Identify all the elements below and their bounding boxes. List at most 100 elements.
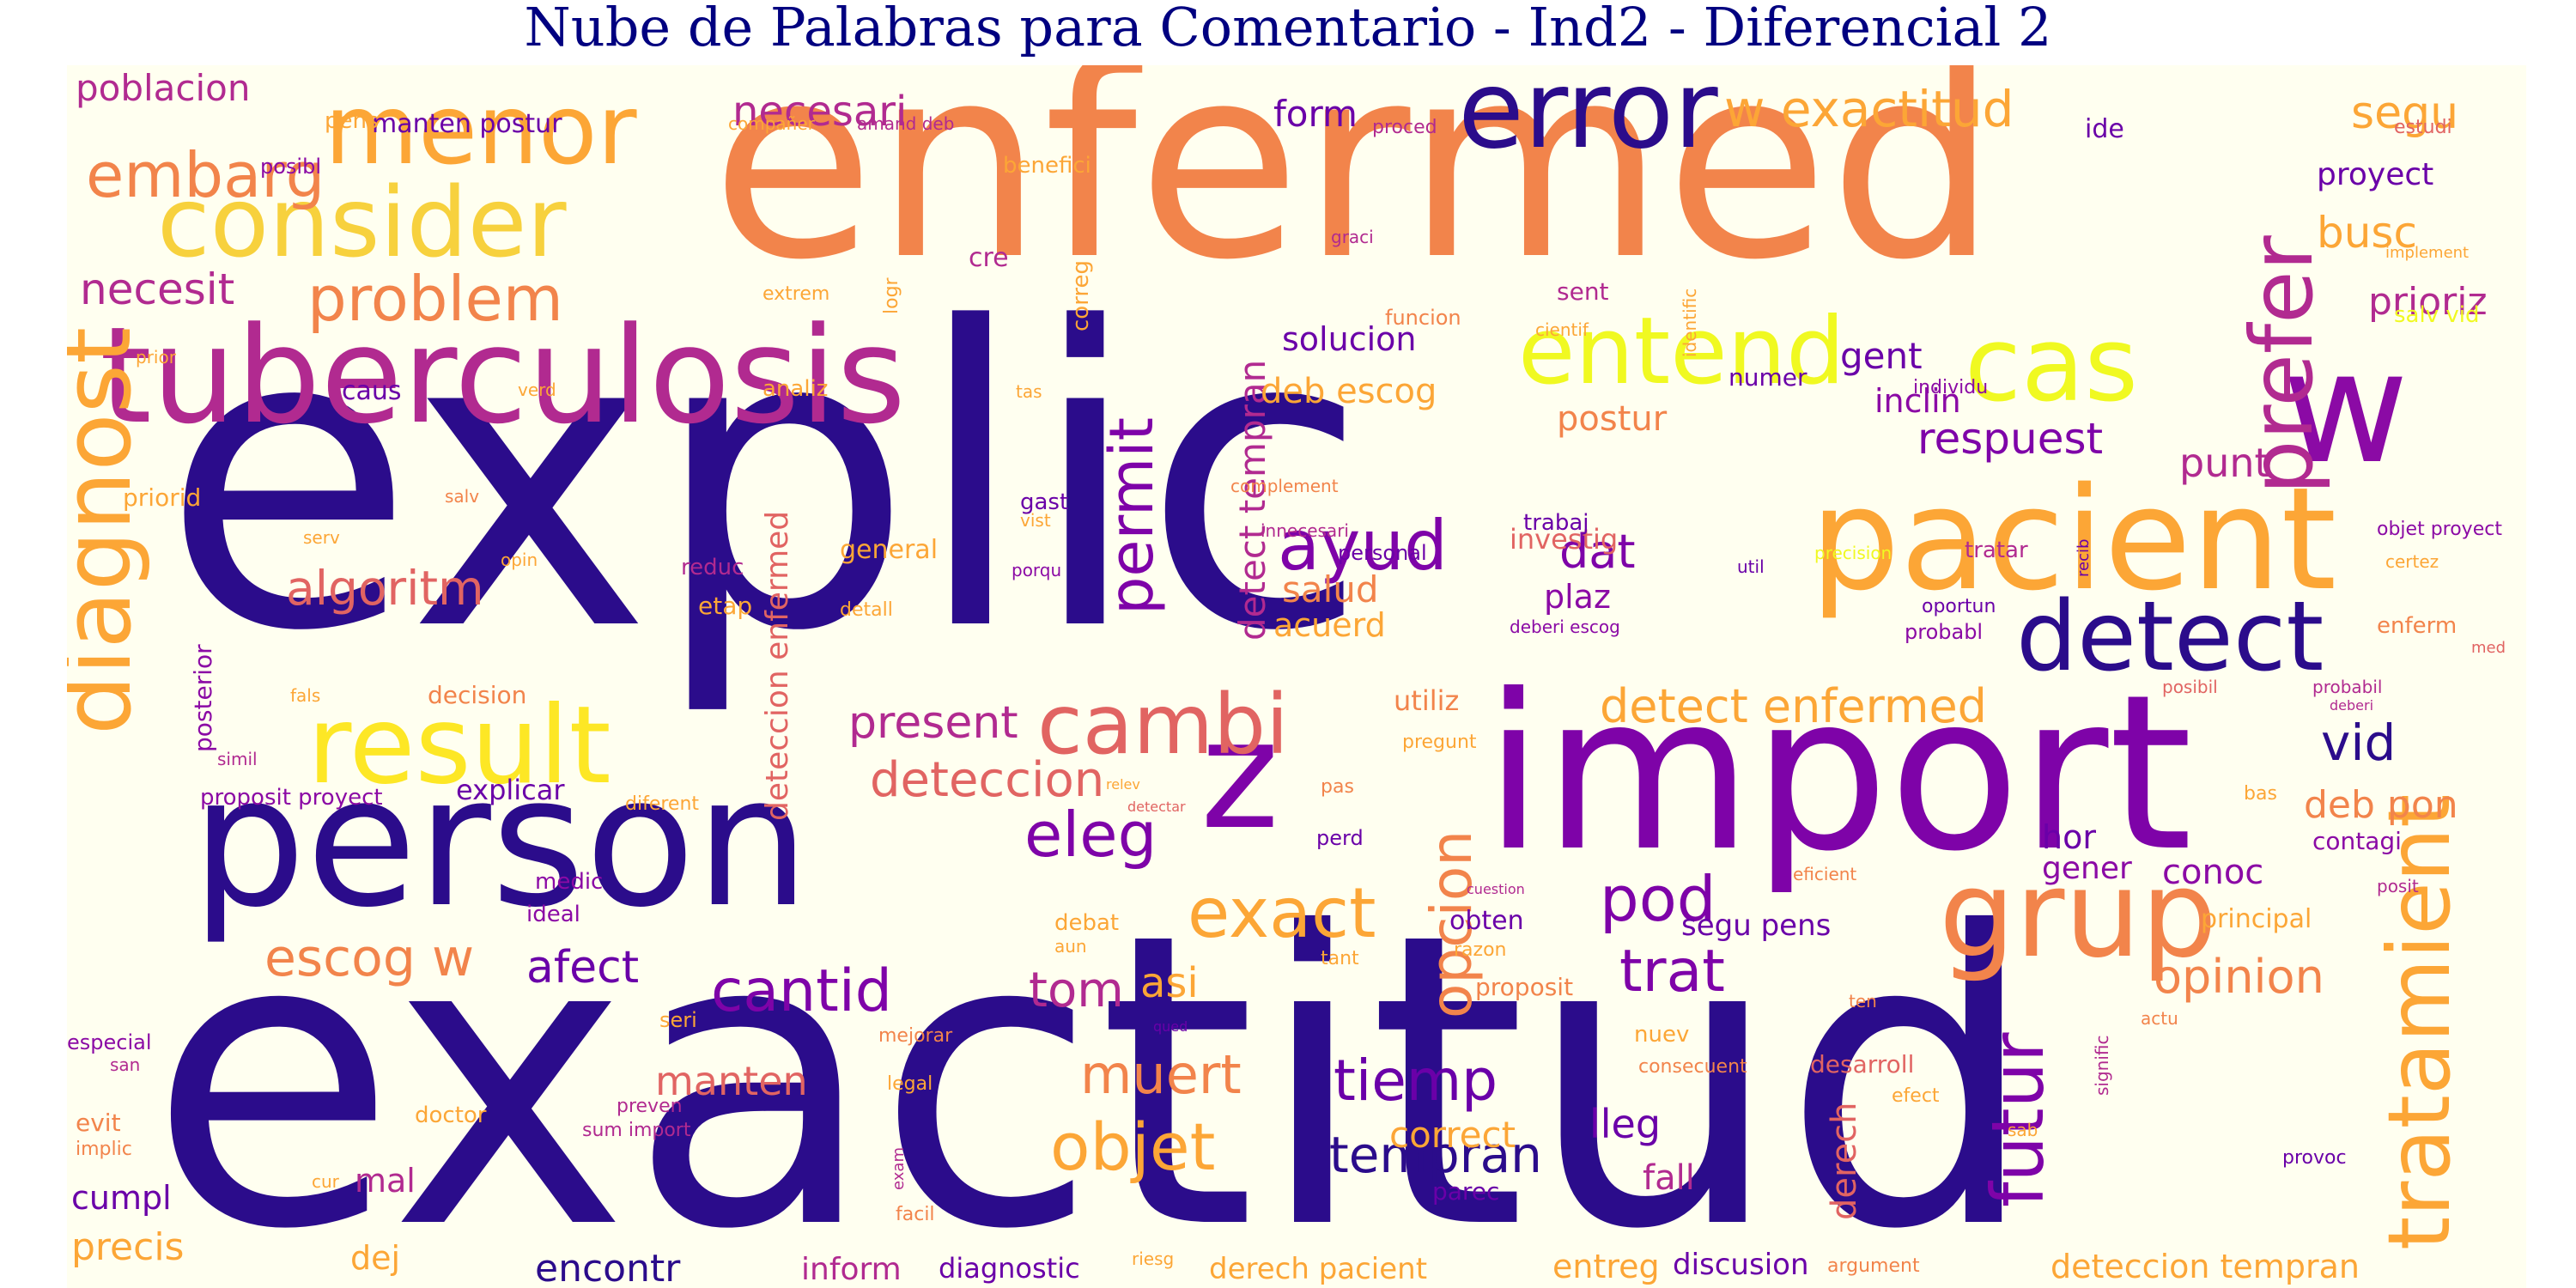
word-serv: serv bbox=[303, 527, 340, 548]
word-signific: signific bbox=[2092, 1035, 2112, 1097]
word-solucion: solucion bbox=[1282, 320, 1417, 358]
word-discusion: discusion bbox=[1673, 1248, 1809, 1282]
word-diagnost: diagnost bbox=[67, 326, 152, 735]
word-oportun: oportun bbox=[1922, 596, 1996, 617]
word-embarg: embarg bbox=[86, 139, 325, 211]
word-form: form bbox=[1273, 93, 1358, 135]
word-w: w bbox=[2282, 319, 2409, 498]
word-vist: vist bbox=[1020, 510, 1051, 531]
word-plaz: plaz bbox=[1544, 578, 1611, 616]
word-facil: facil bbox=[896, 1204, 935, 1225]
word-efect: efect bbox=[1892, 1085, 1940, 1107]
word-tuberculosis: tuberculosis bbox=[100, 298, 907, 453]
word-amand-deb: amand deb bbox=[857, 113, 955, 134]
word-person: person bbox=[191, 737, 810, 947]
word-result: result bbox=[307, 683, 611, 808]
word-algoritm: algoritm bbox=[286, 561, 484, 616]
word-proced: proced bbox=[1372, 117, 1437, 138]
word-derech: derech bbox=[1825, 1102, 1864, 1220]
word-simil: simil bbox=[217, 749, 258, 769]
word-companer: compañer bbox=[728, 113, 815, 134]
word-proposit: proposit bbox=[1475, 973, 1574, 1001]
word-sab: sab bbox=[2008, 1120, 2038, 1140]
word-probabil: probabil bbox=[2312, 677, 2383, 697]
word-objet-proyect: objet proyect bbox=[2377, 519, 2502, 540]
word-derech-pacient: derech pacient bbox=[1209, 1252, 1428, 1286]
word-verd: verd bbox=[518, 380, 556, 400]
word-logr: logr bbox=[881, 277, 902, 314]
word-exact: exact bbox=[1188, 873, 1376, 953]
word-ideal: ideal bbox=[526, 902, 580, 927]
word-util: util bbox=[1737, 556, 1765, 577]
word-debat: debat bbox=[1054, 910, 1120, 936]
word-bas: bas bbox=[2244, 783, 2277, 805]
word-afect: afect bbox=[526, 942, 640, 993]
word-pregunt: pregunt bbox=[1402, 732, 1477, 753]
word-analiz: analiz bbox=[762, 376, 829, 402]
word-argument: argument bbox=[1827, 1255, 1920, 1277]
word-w-exactitud: w exactitud bbox=[1724, 80, 2014, 138]
word-diferent: diferent bbox=[625, 793, 700, 815]
word-cre: cre bbox=[969, 243, 1009, 273]
word-etap: etap bbox=[698, 592, 753, 620]
word-aun: aun bbox=[1054, 936, 1087, 957]
word-cur: cur bbox=[312, 1171, 339, 1192]
word-tas: tas bbox=[1016, 381, 1042, 402]
word-prior: prior bbox=[136, 347, 176, 368]
word-proposit-proyect: proposit proyect bbox=[200, 785, 383, 811]
word-enfermed: enfermed bbox=[711, 65, 1998, 319]
word-conoc: conoc bbox=[2162, 853, 2264, 892]
word-manten-postur: manten postur bbox=[372, 109, 562, 139]
word-vid: vid bbox=[2321, 714, 2397, 772]
word-enferm: enferm bbox=[2377, 613, 2458, 639]
word-deberi-escog: deberi escog bbox=[1510, 617, 1620, 637]
word-segu: segu bbox=[2351, 88, 2459, 139]
word-pas: pas bbox=[1321, 776, 1354, 798]
word-estudi: estudi bbox=[2394, 117, 2452, 138]
word-cuestion: cuestion bbox=[1467, 881, 1525, 897]
word-pens: pens bbox=[325, 108, 379, 134]
word-hor: hor bbox=[2042, 818, 2096, 856]
word-nuev: nuev bbox=[1634, 1022, 1690, 1048]
word-contagi: contagi bbox=[2312, 827, 2402, 855]
chart-title: Nube de Palabras para Comentario - Ind2 … bbox=[524, 0, 2052, 58]
word-eleg: eleg bbox=[1024, 799, 1157, 871]
word-explicar: explicar bbox=[456, 774, 565, 806]
word-innecesari: innecesari bbox=[1261, 520, 1349, 541]
word-detect-enfermed: detect enfermed bbox=[1600, 679, 1987, 733]
word-grup: grup bbox=[1939, 845, 2218, 985]
word-posit: posit bbox=[2377, 876, 2419, 896]
word-gener: gener bbox=[2042, 851, 2132, 886]
word-posterior: posterior bbox=[189, 644, 217, 752]
word-deteccion-tempran: deteccion tempran bbox=[2050, 1248, 2360, 1285]
word-respuest: respuest bbox=[1917, 414, 2104, 464]
word-tiemp: tiemp bbox=[1334, 1048, 1498, 1114]
word-complement: complement bbox=[1230, 476, 1339, 496]
word-permit: permit bbox=[1097, 416, 1167, 615]
word-personal: personal bbox=[1338, 541, 1427, 565]
word-cantid: cantid bbox=[711, 957, 892, 1025]
word-dej: dej bbox=[350, 1239, 401, 1277]
word-entreg: entreg bbox=[1552, 1248, 1660, 1285]
word-detall: detall bbox=[840, 599, 893, 621]
word-prioriz: prioriz bbox=[2368, 280, 2488, 324]
word-muert: muert bbox=[1080, 1043, 1242, 1106]
word-tratamient: tratamient bbox=[2369, 793, 2470, 1250]
word-fall: fall bbox=[1643, 1158, 1695, 1198]
word-manten: manten bbox=[655, 1058, 808, 1104]
word-proyect: proyect bbox=[2317, 157, 2434, 192]
word-deberi: deberi bbox=[2330, 697, 2374, 714]
word-punt: punt bbox=[2179, 440, 2270, 486]
word-evit: evit bbox=[76, 1109, 121, 1137]
word-sent: sent bbox=[1557, 277, 1609, 306]
word-necesit: necesit bbox=[80, 264, 235, 314]
word-seri: seri bbox=[659, 1008, 697, 1032]
word-desarroll: desarroll bbox=[1810, 1050, 1915, 1078]
word-caus: caus bbox=[342, 376, 402, 406]
word-medic: medic bbox=[535, 869, 604, 895]
word-salv-vid: salv vid bbox=[2394, 302, 2480, 328]
word-priorid: priorid bbox=[123, 483, 202, 512]
word-principal: principal bbox=[2201, 904, 2312, 934]
word-ten: ten bbox=[1849, 991, 1877, 1012]
word-benefici: benefici bbox=[1003, 153, 1091, 179]
